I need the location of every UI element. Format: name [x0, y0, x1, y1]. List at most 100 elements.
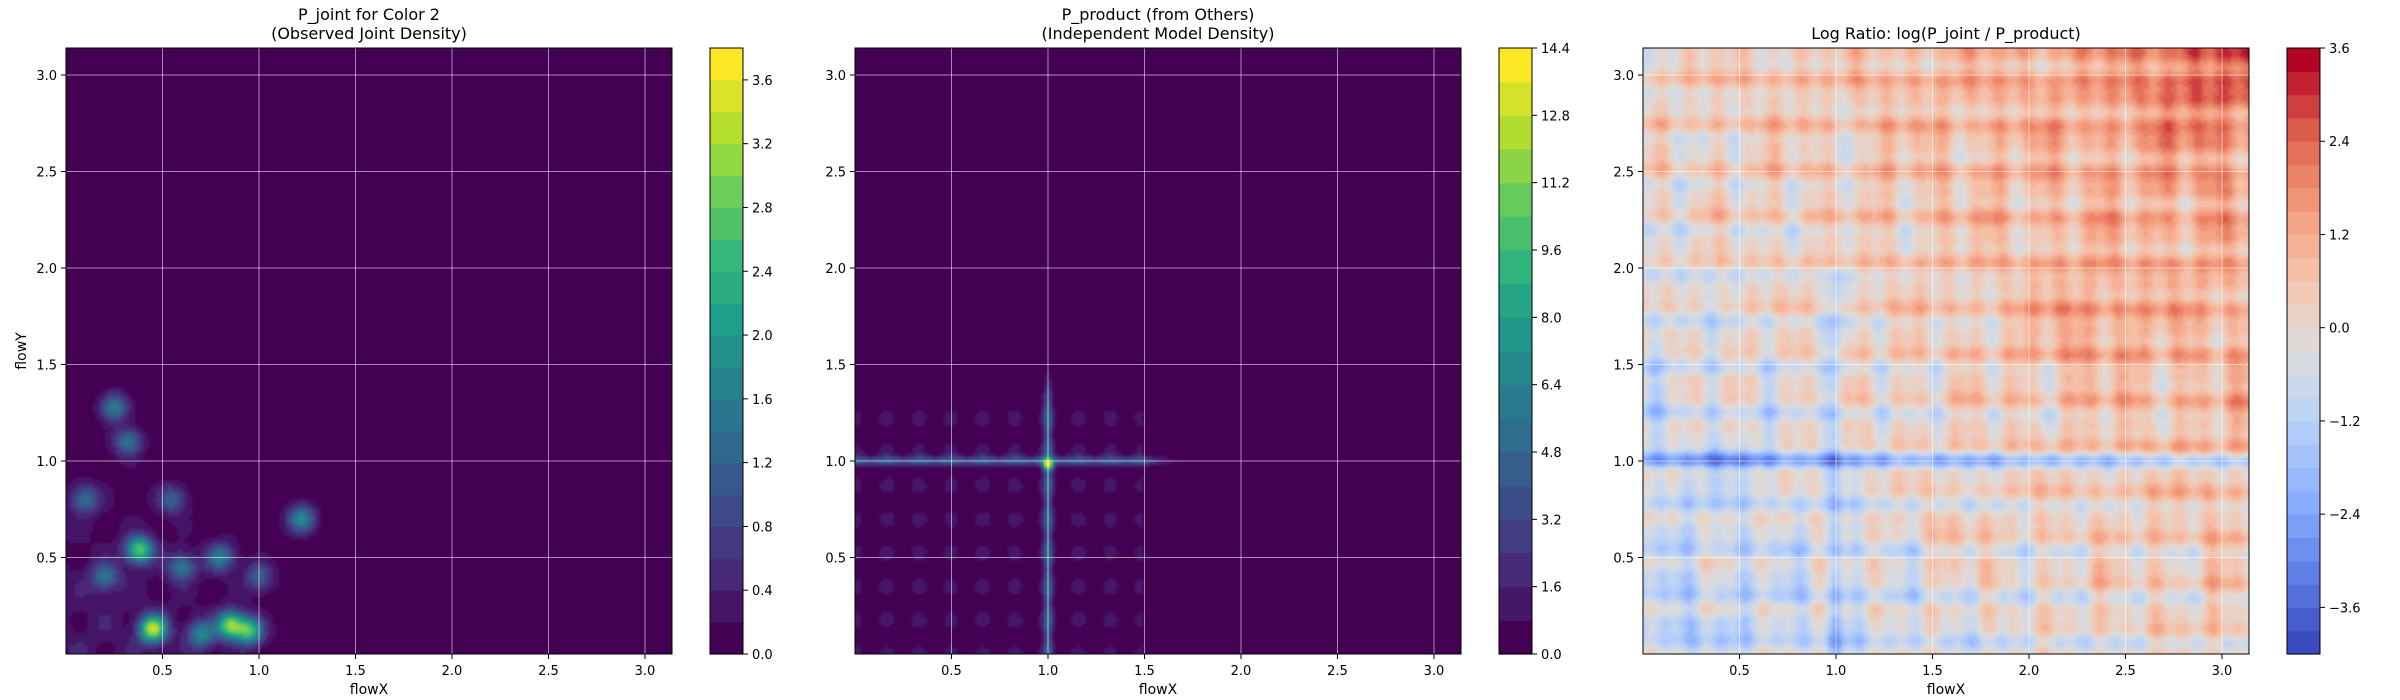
colorbar-tick-label: 2.4: [2329, 135, 2350, 150]
x-tick-label: 2.0: [2019, 664, 2040, 679]
x-tick-label: 2.0: [442, 664, 463, 679]
colorbar-segment: [2287, 351, 2320, 375]
colorbar-segment: [1499, 182, 1532, 217]
colorbar-segment: [710, 48, 743, 81]
colorbar-segment: [710, 207, 743, 240]
colorbar-segment: [2287, 281, 2320, 305]
colorbar-tick-label: −1.2: [2329, 415, 2361, 430]
y-tick-label: 3.0: [36, 69, 57, 84]
colorbar-segment: [1499, 317, 1532, 352]
colorbar-tick-label: −2.4: [2329, 508, 2361, 523]
y-tick-label: 1.0: [825, 455, 846, 470]
colorbar-segment: [1499, 519, 1532, 554]
y-tick-label: 0.5: [36, 552, 57, 567]
colorbar-segment: [710, 239, 743, 272]
colorbar-segment: [710, 79, 743, 113]
colorbar-segment: [1499, 216, 1532, 251]
heatmap-3: [1643, 48, 2249, 654]
colorbar-segment: [2287, 94, 2320, 119]
colorbar-segment: [2287, 48, 2320, 72]
y-tick-label: 1.5: [825, 359, 846, 374]
x-tick-label: 3.0: [2212, 664, 2233, 679]
colorbar-segment: [1499, 250, 1532, 285]
colorbar-segment: [710, 335, 743, 368]
x-tick-label: 2.5: [538, 664, 559, 679]
colorbar-tick-label: 3.6: [752, 74, 773, 89]
x-tick-label: 2.0: [1231, 664, 1252, 679]
plot-frame: [1642, 47, 2250, 655]
colorbar-segment: [710, 462, 743, 496]
y-tick-label: 1.5: [36, 359, 57, 374]
plot-frame: [65, 47, 673, 655]
colorbar-tick-label: 12.8: [1541, 109, 1570, 124]
x-axis-label: flowX: [1139, 682, 1178, 698]
colorbar-segment: [1499, 586, 1532, 621]
colorbar-segment: [1499, 384, 1532, 419]
colorbar-segment: [710, 430, 743, 464]
colorbar-segment: [710, 558, 743, 591]
x-tick-label: 0.5: [1729, 664, 1750, 679]
heatmap-2: [855, 48, 1461, 654]
y-tick-label: 0.5: [1613, 552, 1634, 567]
y-tick-label: 1.0: [1613, 455, 1634, 470]
colorbar-segment: [1499, 485, 1532, 520]
y-tick-label: 2.5: [36, 166, 57, 181]
colorbar-segment: [2287, 141, 2320, 166]
colorbar-segment: [710, 303, 743, 336]
colorbar-segment: [2287, 117, 2320, 142]
colorbar-tick-label: 6.4: [1541, 379, 1562, 394]
x-tick-label: 3.0: [1424, 664, 1445, 679]
x-tick-label: 1.5: [1922, 664, 1943, 679]
colorbar-segment: [2287, 187, 2320, 212]
x-tick-label: 3.0: [635, 664, 656, 679]
colorbar-segment: [710, 366, 743, 400]
colorbar-segment: [1499, 452, 1532, 487]
colorbar-tick-label: 2.0: [752, 329, 773, 344]
colorbar-segment: [2287, 560, 2320, 585]
colorbar-segment: [710, 590, 743, 623]
colorbar-segment: [2287, 211, 2320, 236]
x-tick-label: 0.5: [152, 664, 173, 679]
x-tick-label: 1.0: [249, 664, 270, 679]
colorbar-tick-label: 1.6: [1541, 581, 1562, 596]
y-tick-label: 3.0: [825, 69, 846, 84]
heatmap-1: [66, 48, 672, 654]
colorbar-segment: [1499, 620, 1532, 655]
chart-title: P_joint for Color 2: [298, 5, 440, 25]
x-axis-label: flowX: [1927, 682, 1966, 698]
colorbar-segment: [2287, 327, 2320, 352]
colorbar-segment: [2287, 537, 2320, 562]
colorbar-tick-label: −3.6: [2329, 601, 2361, 616]
colorbar-tick-label: 14.4: [1541, 42, 1570, 57]
colorbar-segment: [2287, 374, 2320, 399]
colorbar-tick-label: 0.0: [1541, 648, 1562, 663]
y-axis-label: flowY: [14, 332, 30, 370]
colorbar-segment: [1499, 115, 1532, 150]
y-tick-label: 2.5: [1613, 166, 1634, 181]
x-tick-label: 0.5: [941, 664, 962, 679]
y-tick-label: 0.5: [825, 552, 846, 567]
colorbar-segment: [710, 111, 743, 145]
colorbar-segment: [1499, 418, 1532, 453]
colorbar-segment: [2287, 234, 2320, 259]
colorbar-segment: [710, 143, 743, 177]
colorbar-segment: [2287, 584, 2320, 608]
colorbar-tick-label: 1.2: [2329, 228, 2350, 243]
colorbar-segment: [2287, 397, 2320, 422]
plot-frame: [854, 47, 1462, 655]
colorbar-tick-label: 2.8: [752, 201, 773, 216]
y-tick-label: 2.0: [1613, 262, 1634, 277]
colorbar-tick-label: 1.6: [752, 393, 773, 408]
colorbar-tick-label: 0.8: [752, 520, 773, 535]
colorbar-segment: [2287, 420, 2320, 445]
colorbar-tick-label: 0.0: [752, 648, 773, 663]
y-tick-label: 1.0: [36, 455, 57, 470]
colorbar-segment: [1499, 553, 1532, 588]
colorbar-segment: [2287, 607, 2320, 632]
colorbar-segment: [1499, 81, 1532, 116]
colorbar-segment: [2287, 490, 2320, 515]
x-tick-label: 1.5: [1134, 664, 1155, 679]
chart-subtitle: (Independent Model Density): [1042, 24, 1275, 43]
colorbar-tick-label: 8.0: [1541, 311, 1562, 326]
